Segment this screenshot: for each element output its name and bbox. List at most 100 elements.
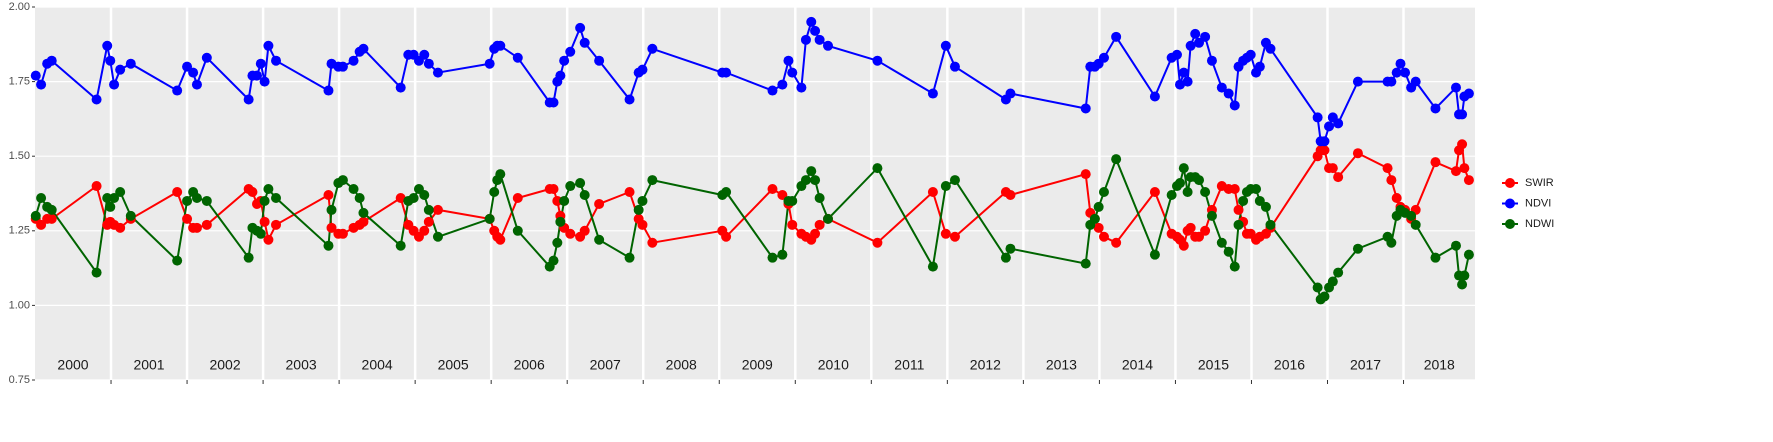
point: [191, 79, 202, 90]
point: [1463, 88, 1474, 99]
point: [787, 195, 798, 206]
point: [337, 228, 348, 239]
year-label: 2005: [438, 357, 469, 373]
point: [1200, 187, 1211, 198]
point: [1005, 243, 1016, 254]
point: [1312, 112, 1323, 123]
point: [814, 34, 825, 45]
point: [783, 55, 794, 66]
point: [1319, 136, 1330, 147]
point: [1178, 67, 1189, 78]
point: [1406, 210, 1417, 221]
point: [323, 189, 334, 200]
year-label: 2003: [286, 357, 317, 373]
point: [419, 225, 430, 236]
point: [822, 213, 833, 224]
point: [1265, 43, 1276, 54]
point: [259, 76, 270, 87]
point: [432, 231, 443, 242]
point: [91, 181, 102, 192]
point: [1333, 172, 1344, 183]
year-label: 2018: [1424, 357, 1455, 373]
point: [579, 189, 590, 200]
point: [624, 187, 635, 198]
point: [1254, 61, 1265, 72]
point: [1312, 282, 1323, 293]
point: [172, 85, 183, 96]
point: [1185, 40, 1196, 51]
y-tick-label: 1.00: [9, 299, 30, 311]
point: [637, 219, 648, 230]
point: [633, 204, 644, 215]
point: [1319, 145, 1330, 156]
point: [1327, 276, 1338, 287]
point: [1410, 219, 1421, 230]
point: [647, 43, 658, 54]
point: [1175, 178, 1186, 189]
point: [102, 40, 113, 51]
point: [814, 219, 825, 230]
point: [1200, 225, 1211, 236]
point: [1319, 291, 1330, 302]
point: [105, 55, 116, 66]
point: [594, 234, 605, 245]
point: [1260, 201, 1271, 212]
point: [115, 187, 126, 198]
point: [36, 192, 47, 203]
point: [1245, 49, 1256, 60]
point: [337, 175, 348, 186]
point: [565, 228, 576, 239]
point: [1457, 279, 1468, 290]
year-label: 2010: [818, 357, 849, 373]
point: [432, 67, 443, 78]
point: [1352, 243, 1363, 254]
point: [1450, 82, 1461, 93]
point: [1463, 175, 1474, 186]
point: [594, 198, 605, 209]
point: [927, 261, 938, 272]
point: [1395, 58, 1406, 69]
point: [1093, 222, 1104, 233]
point: [115, 222, 126, 233]
point: [354, 192, 365, 203]
point: [1233, 219, 1244, 230]
point: [1216, 237, 1227, 248]
point: [259, 216, 270, 227]
point: [927, 88, 938, 99]
point: [1093, 201, 1104, 212]
point: [721, 187, 732, 198]
point: [191, 192, 202, 203]
point: [358, 216, 369, 227]
point: [395, 192, 406, 203]
point: [1171, 49, 1182, 60]
point: [1400, 67, 1411, 78]
point: [1251, 184, 1262, 195]
point: [1459, 270, 1470, 281]
point: [1450, 240, 1461, 251]
point: [408, 192, 419, 203]
year-label: 2016: [1274, 357, 1305, 373]
point: [182, 213, 193, 224]
y-tick-label: 2.00: [9, 1, 30, 13]
point: [1386, 175, 1397, 186]
point: [624, 94, 635, 105]
point: [252, 70, 263, 81]
point: [565, 181, 576, 192]
point: [1098, 187, 1109, 198]
point: [201, 219, 212, 230]
point: [1206, 55, 1217, 66]
point: [721, 231, 732, 242]
point: [800, 175, 811, 186]
point: [191, 222, 202, 233]
point: [512, 225, 523, 236]
point: [1233, 204, 1244, 215]
point: [624, 252, 635, 263]
point: [1457, 139, 1468, 150]
point: [263, 40, 274, 51]
point: [548, 184, 559, 195]
point: [810, 175, 821, 186]
point: [1450, 166, 1461, 177]
point: [30, 210, 41, 221]
point: [1178, 163, 1189, 174]
point: [1324, 121, 1335, 132]
